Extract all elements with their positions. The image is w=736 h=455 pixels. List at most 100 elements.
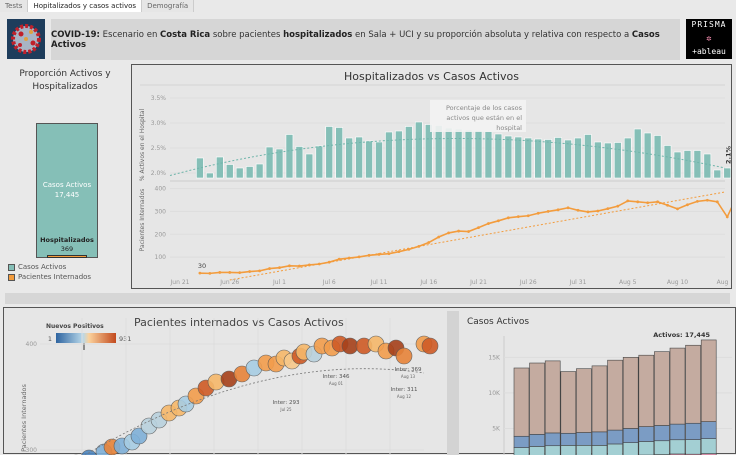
- internados-point[interactable]: [447, 232, 450, 235]
- hospitalized-segment[interactable]: [47, 255, 87, 258]
- pct-bar[interactable]: [644, 133, 651, 178]
- internados-point[interactable]: [388, 252, 391, 255]
- pct-bar[interactable]: [385, 132, 392, 178]
- internados-point[interactable]: [547, 210, 550, 213]
- tab-demografia[interactable]: Demografía: [142, 0, 194, 12]
- casos-segment-lightteal[interactable]: [670, 440, 685, 454]
- casos-segment-other[interactable]: [545, 361, 560, 433]
- internados-point[interactable]: [199, 272, 202, 275]
- casos-segment-blue[interactable]: [514, 436, 529, 447]
- pct-bar[interactable]: [694, 151, 701, 179]
- proportion-bar[interactable]: Casos Activos 17,445 Hospitalizados 369: [36, 123, 98, 258]
- casos-segment-blue[interactable]: [623, 428, 638, 442]
- pct-bar[interactable]: [565, 140, 572, 178]
- pct-bar[interactable]: [415, 122, 422, 178]
- pct-bar[interactable]: [246, 167, 253, 179]
- casos-segment-blue[interactable]: [639, 427, 654, 442]
- casos-segment-blue[interactable]: [530, 434, 545, 446]
- pct-bar[interactable]: [256, 164, 263, 178]
- casos-segment-lightteal[interactable]: [608, 444, 623, 455]
- pct-bar[interactable]: [535, 139, 542, 178]
- casos-segment-lightteal[interactable]: [623, 443, 638, 455]
- casos-segment-blue[interactable]: [561, 433, 576, 445]
- pct-bar[interactable]: [445, 128, 452, 178]
- internados-point[interactable]: [268, 267, 271, 270]
- pct-bar[interactable]: [485, 132, 492, 179]
- pct-bar[interactable]: [266, 147, 273, 178]
- tab-hospitalizados[interactable]: Hopitalizados y casos activos: [28, 0, 142, 12]
- casos-segment-other[interactable]: [701, 340, 716, 422]
- internados-point[interactable]: [457, 230, 460, 233]
- scatter-point[interactable]: [422, 338, 438, 354]
- internados-point[interactable]: [726, 216, 729, 219]
- internados-point[interactable]: [656, 200, 659, 203]
- pct-bar[interactable]: [674, 152, 681, 178]
- internados-point[interactable]: [218, 271, 221, 274]
- scatter-point[interactable]: [342, 338, 358, 354]
- pct-bar[interactable]: [624, 138, 631, 178]
- internados-point[interactable]: [238, 271, 241, 274]
- vertical-scrollbar[interactable]: [447, 311, 459, 455]
- pct-bar[interactable]: [306, 154, 313, 178]
- internados-point[interactable]: [676, 208, 679, 211]
- casos-segment-lightteal[interactable]: [639, 442, 654, 455]
- internados-point[interactable]: [537, 212, 540, 215]
- internados-point[interactable]: [686, 203, 689, 206]
- internados-point[interactable]: [258, 269, 261, 272]
- pct-bar[interactable]: [296, 147, 303, 179]
- casos-segment-other[interactable]: [576, 369, 591, 433]
- internados-point[interactable]: [646, 201, 649, 204]
- casos-segment-blue[interactable]: [686, 423, 701, 439]
- pct-bar[interactable]: [326, 127, 333, 179]
- pct-bar[interactable]: [395, 131, 402, 178]
- internados-point[interactable]: [497, 219, 500, 222]
- internados-point[interactable]: [318, 263, 321, 266]
- pct-bar[interactable]: [654, 136, 661, 179]
- internados-point[interactable]: [248, 270, 251, 273]
- internados-point[interactable]: [616, 205, 619, 208]
- casos-segment-other[interactable]: [608, 360, 623, 430]
- casos-segment-lightteal[interactable]: [654, 441, 669, 455]
- internados-point[interactable]: [228, 271, 231, 274]
- casos-segment-other[interactable]: [561, 372, 576, 434]
- pct-bar[interactable]: [684, 151, 691, 179]
- internados-point[interactable]: [567, 206, 570, 209]
- internados-point[interactable]: [666, 204, 669, 207]
- pct-bar[interactable]: [465, 130, 472, 178]
- pct-bar[interactable]: [525, 138, 532, 178]
- pct-bar[interactable]: [376, 142, 383, 178]
- casos-segment-other[interactable]: [670, 348, 685, 424]
- pct-bar[interactable]: [196, 158, 203, 178]
- internados-point[interactable]: [626, 200, 629, 203]
- internados-point[interactable]: [606, 207, 609, 210]
- internados-point[interactable]: [487, 222, 490, 225]
- casos-segment-other[interactable]: [686, 345, 701, 423]
- casos-segment-other[interactable]: [623, 357, 638, 428]
- pct-bar[interactable]: [475, 131, 482, 179]
- casos-segment-blue[interactable]: [576, 432, 591, 445]
- pct-bar[interactable]: [425, 125, 432, 179]
- pct-bar[interactable]: [584, 135, 591, 179]
- internados-point[interactable]: [587, 210, 590, 213]
- pct-bar[interactable]: [435, 126, 442, 179]
- pct-bar[interactable]: [704, 154, 711, 178]
- internados-point[interactable]: [208, 272, 211, 275]
- pct-bar[interactable]: [236, 168, 243, 178]
- legend-item-internados[interactable]: Pacientes Internados: [8, 272, 91, 282]
- pct-bar[interactable]: [724, 168, 731, 178]
- internados-point[interactable]: [467, 230, 470, 233]
- internados-point[interactable]: [288, 264, 291, 267]
- internados-point[interactable]: [557, 208, 560, 211]
- internados-point[interactable]: [636, 200, 639, 203]
- pct-bar[interactable]: [316, 146, 323, 178]
- pct-bar[interactable]: [664, 146, 671, 179]
- pct-bar[interactable]: [405, 127, 412, 179]
- internados-point[interactable]: [477, 226, 480, 229]
- internados-point[interactable]: [437, 236, 440, 239]
- pct-bar[interactable]: [495, 134, 502, 178]
- casos-segment-blue[interactable]: [608, 430, 623, 444]
- pct-bar[interactable]: [515, 137, 522, 178]
- casos-segment-blue[interactable]: [654, 425, 669, 440]
- casos-segment-other[interactable]: [639, 355, 654, 426]
- internados-point[interactable]: [398, 250, 401, 253]
